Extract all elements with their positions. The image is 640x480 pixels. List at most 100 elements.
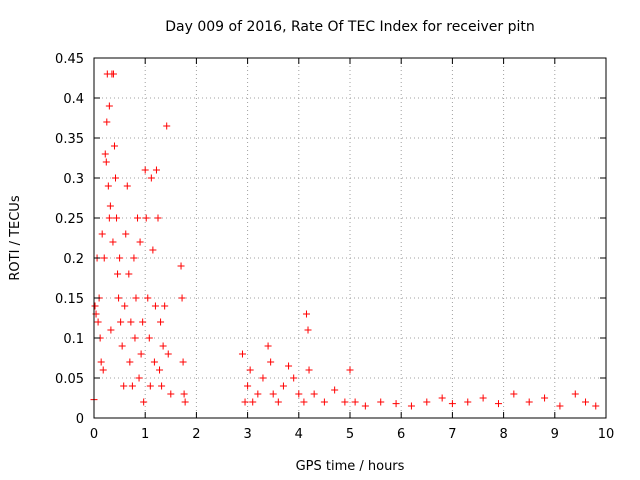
data-point <box>126 358 134 366</box>
y-tick-label: 0.1 <box>63 332 84 347</box>
data-point <box>556 402 564 410</box>
data-point <box>525 398 533 406</box>
data-point <box>106 202 114 210</box>
data-point <box>159 342 167 350</box>
x-tick-label: 9 <box>551 427 559 442</box>
data-point <box>423 398 431 406</box>
data-point <box>94 318 102 326</box>
data-point <box>238 350 246 358</box>
data-point <box>438 394 446 402</box>
data-point <box>285 362 293 370</box>
data-point <box>177 262 185 270</box>
data-point <box>269 390 277 398</box>
data-point <box>107 326 115 334</box>
data-point <box>125 270 133 278</box>
data-point <box>241 398 249 406</box>
data-point <box>341 398 349 406</box>
data-point <box>151 302 159 310</box>
data-points <box>90 70 600 410</box>
data-point <box>592 402 600 410</box>
data-point <box>582 398 590 406</box>
data-point <box>103 118 111 126</box>
y-tick-label: 0.2 <box>63 252 84 267</box>
data-point <box>117 318 125 326</box>
data-point <box>541 394 549 402</box>
data-point <box>156 366 164 374</box>
y-axis-label: ROTI / TECUs <box>8 195 23 280</box>
data-point <box>161 302 169 310</box>
x-tick-label: 5 <box>346 427 354 442</box>
data-point <box>149 246 157 254</box>
data-point <box>302 310 310 318</box>
data-point <box>98 230 106 238</box>
data-point <box>571 390 579 398</box>
data-point <box>123 182 131 190</box>
y-tick-label: 0 <box>76 412 84 427</box>
data-point <box>99 366 107 374</box>
data-point <box>130 254 138 262</box>
data-point <box>351 398 359 406</box>
data-point <box>274 398 282 406</box>
y-tick-label: 0.3 <box>63 172 84 187</box>
data-point <box>131 334 139 342</box>
data-point <box>464 398 472 406</box>
data-point <box>494 400 502 408</box>
grid-layer <box>94 58 606 418</box>
data-point <box>510 390 518 398</box>
data-point <box>377 398 385 406</box>
data-point <box>249 398 257 406</box>
x-tick-label: 4 <box>295 427 303 442</box>
data-point <box>152 166 160 174</box>
data-point <box>448 400 456 408</box>
data-point <box>146 382 154 390</box>
data-point <box>264 342 272 350</box>
data-point <box>105 214 113 222</box>
y-tick-label: 0.05 <box>55 372 84 387</box>
data-point <box>392 400 400 408</box>
data-point <box>135 374 143 382</box>
data-point <box>310 390 318 398</box>
y-tick-label: 0.25 <box>55 212 84 227</box>
data-point <box>118 342 126 350</box>
data-point <box>122 230 130 238</box>
data-point <box>116 254 124 262</box>
y-tick-label: 0.4 <box>63 92 84 107</box>
x-tick-label: 8 <box>499 427 507 442</box>
axis-ticks: 0 1 2 3 4 5 6 7 8 9 10 0 0.05 0.1 0.15 0.2 0.25 0.3 0.35 0.… <box>55 52 614 442</box>
data-point <box>259 374 267 382</box>
data-point <box>320 398 328 406</box>
x-tick-label: 7 <box>448 427 456 442</box>
data-point <box>279 382 287 390</box>
data-point <box>163 122 171 130</box>
data-point <box>137 350 145 358</box>
data-point <box>178 294 186 302</box>
data-point <box>132 294 140 302</box>
data-point <box>121 302 129 310</box>
data-point <box>112 174 120 182</box>
x-axis-label: GPS time / hours <box>296 459 405 474</box>
data-point <box>246 366 254 374</box>
data-point <box>304 326 312 334</box>
data-point <box>181 398 189 406</box>
data-point <box>244 382 252 390</box>
data-point <box>101 150 109 158</box>
data-point <box>109 238 117 246</box>
data-point <box>331 386 339 394</box>
x-tick-label: 6 <box>397 427 405 442</box>
data-point <box>114 270 122 278</box>
data-point <box>115 294 123 302</box>
data-point <box>167 390 175 398</box>
x-tick-label: 1 <box>141 427 149 442</box>
data-point <box>105 102 113 110</box>
data-point <box>150 358 158 366</box>
data-point <box>164 350 172 358</box>
y-tick-label: 0.45 <box>55 52 84 67</box>
data-point <box>179 358 187 366</box>
data-point <box>147 174 155 182</box>
data-point <box>102 158 110 166</box>
data-point <box>141 166 149 174</box>
data-point <box>346 366 354 374</box>
data-point <box>109 70 117 78</box>
data-point <box>128 382 136 390</box>
data-point <box>110 142 118 150</box>
